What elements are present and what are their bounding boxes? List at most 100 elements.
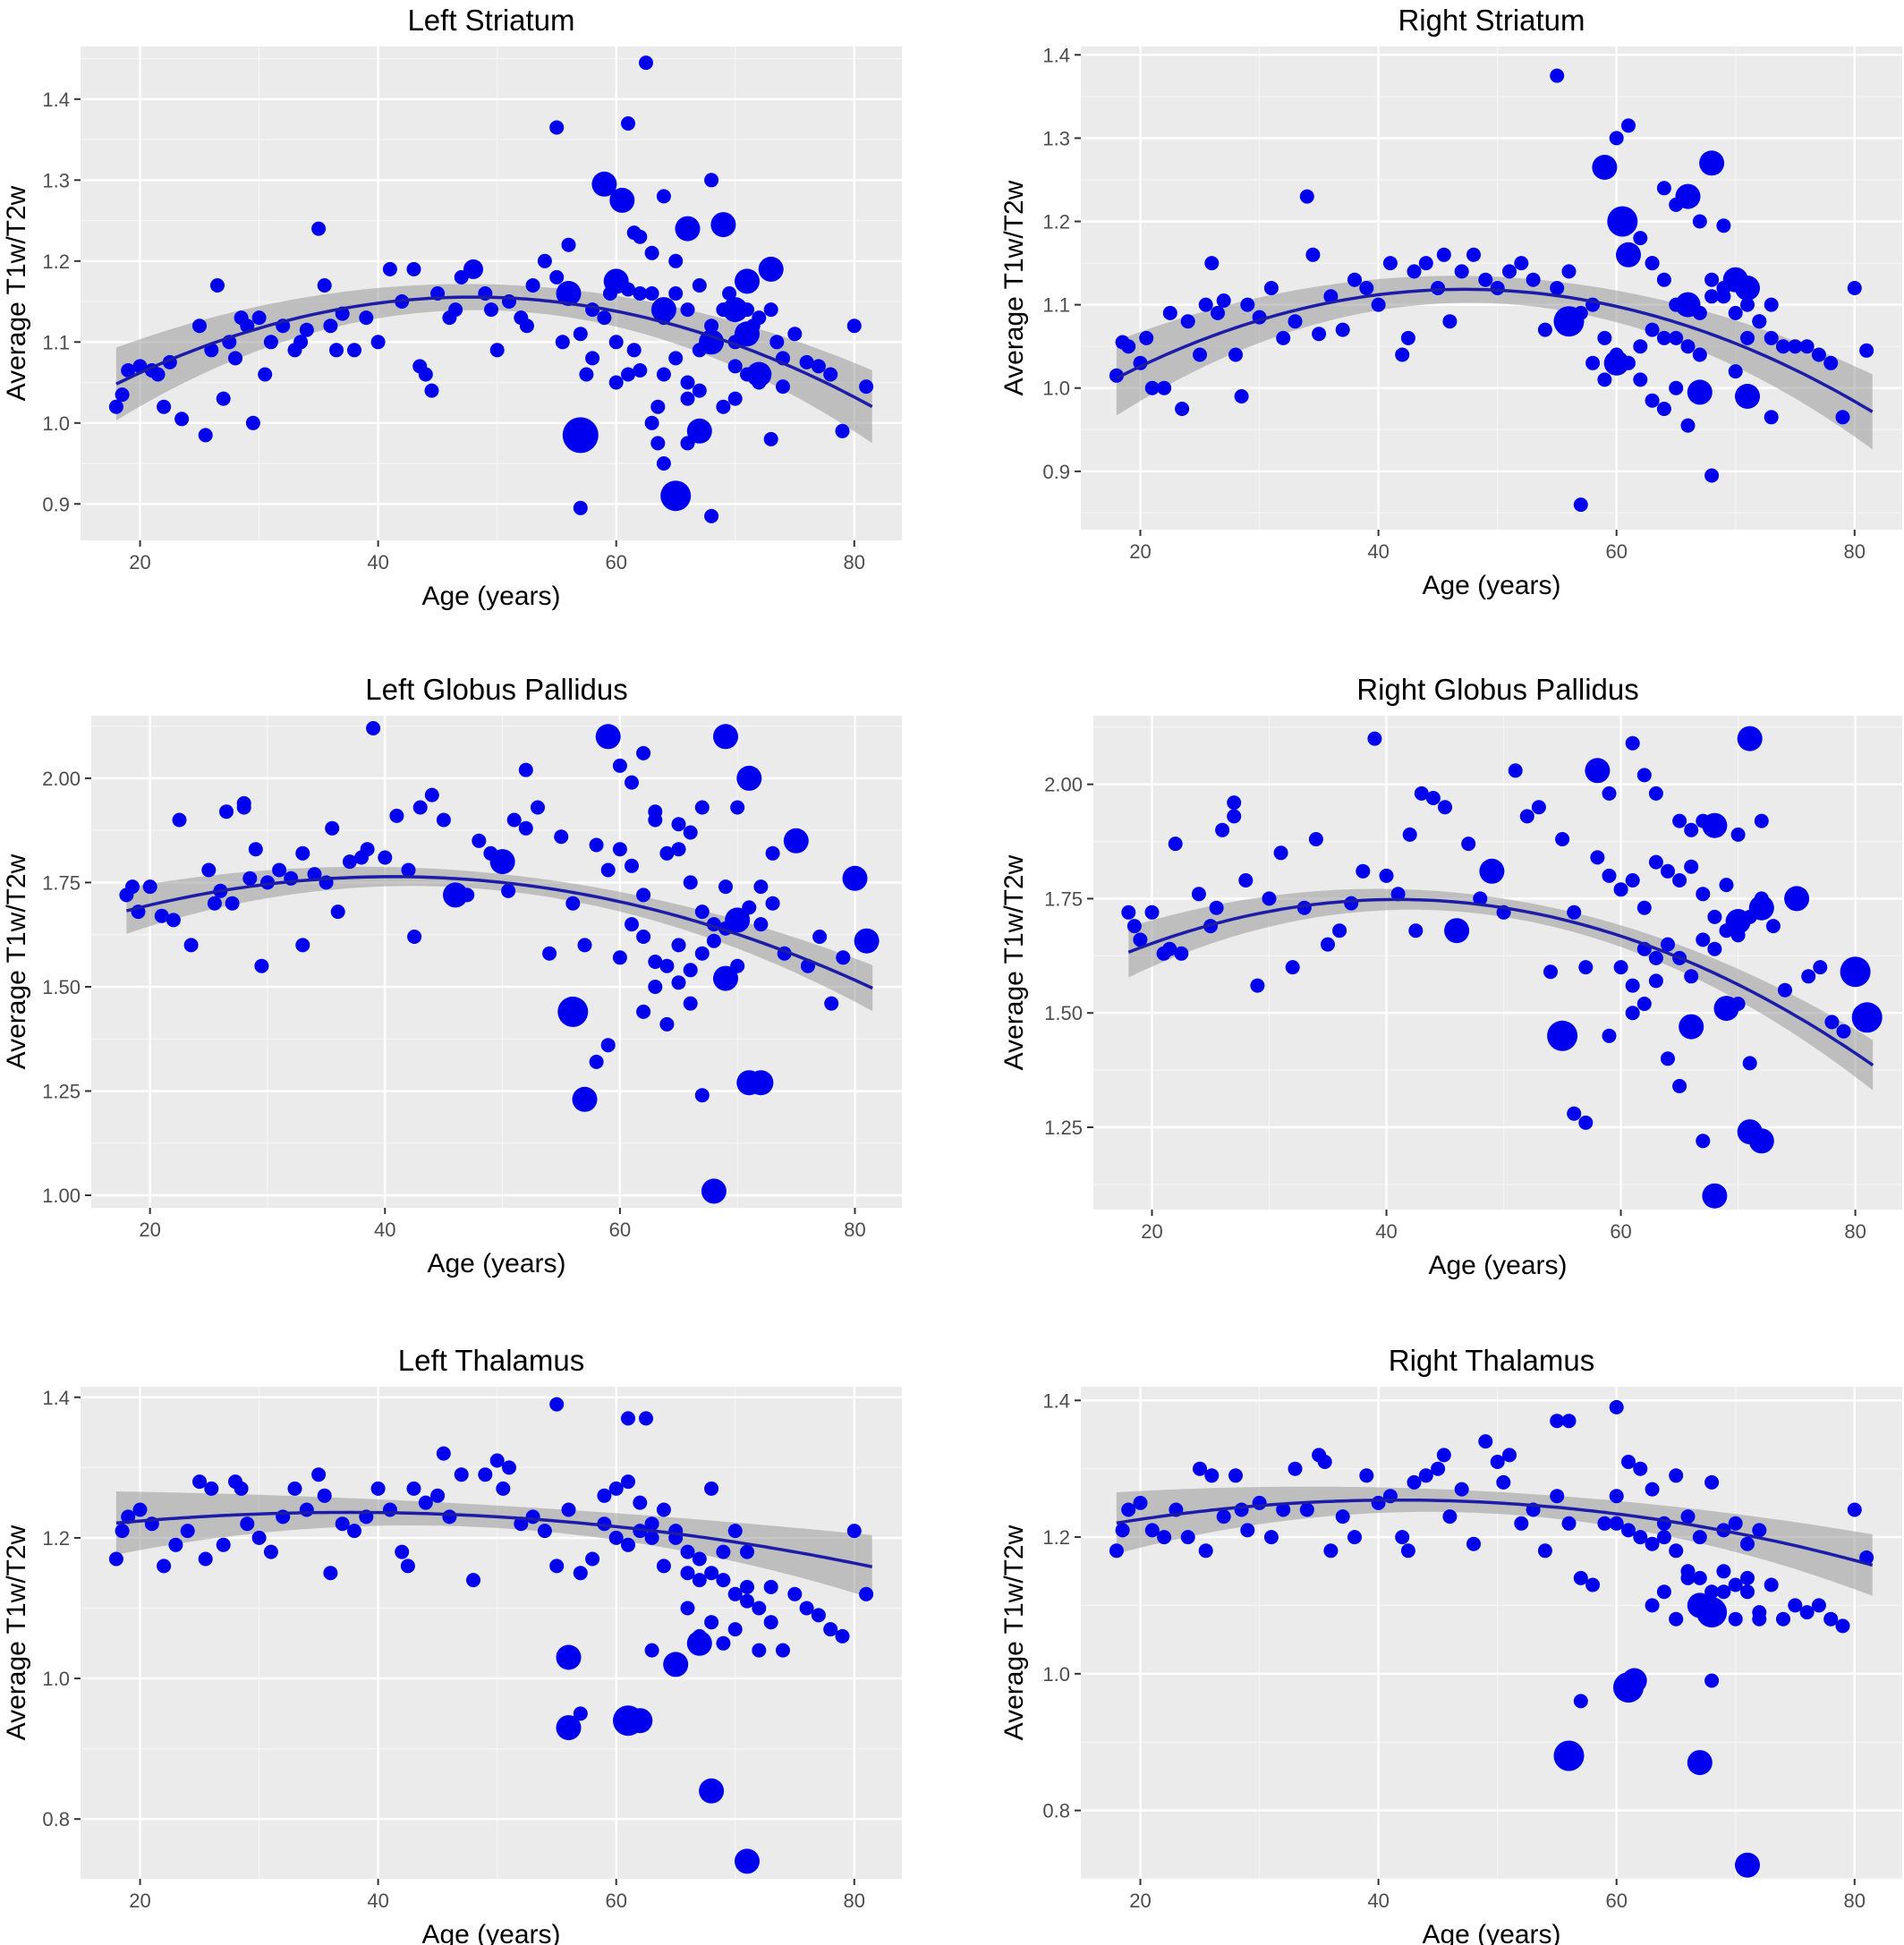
data-point [621, 1537, 635, 1552]
data-point [1648, 950, 1663, 965]
data-point [370, 1481, 386, 1496]
data-point [192, 319, 207, 334]
data-point [730, 800, 745, 815]
data-point [787, 1586, 803, 1601]
x-tick-label: 80 [1844, 540, 1866, 563]
data-point [1836, 1023, 1851, 1039]
data-point [1625, 735, 1640, 751]
data-point [842, 865, 868, 891]
data-point [1162, 305, 1177, 320]
data-point [287, 1481, 302, 1496]
data-point [656, 189, 671, 204]
data-point [636, 1004, 651, 1019]
data-point [704, 1481, 719, 1496]
data-point [1496, 1474, 1511, 1490]
data-point [704, 508, 719, 523]
data-point [1645, 393, 1660, 408]
data-point [1716, 1564, 1731, 1579]
chart-panel-1: 20 40 60 80 0.9 1.0 1.1 1.2 1.3 1.4 Left Striatum A… [2, 4, 902, 611]
data-point [150, 367, 166, 382]
data-point [600, 1038, 616, 1053]
data-point [1778, 982, 1792, 998]
data-point [115, 1524, 130, 1539]
fit-line [115, 295, 873, 409]
data-point [718, 879, 733, 895]
y-tick-label: 1.0 [1042, 1663, 1070, 1686]
data-point [272, 862, 287, 878]
data-point [1811, 1598, 1826, 1613]
data-point [1704, 1474, 1720, 1490]
data-point [1215, 822, 1230, 837]
fit-line [1116, 287, 1874, 413]
y-tick-label: 1.4 [42, 1387, 70, 1409]
y-tick-label: 1.75 [42, 871, 81, 894]
data-point [1180, 314, 1195, 329]
data-point [579, 367, 594, 382]
data-point [1609, 1516, 1624, 1531]
data-point [1204, 1468, 1220, 1483]
data-point [573, 1706, 588, 1721]
data-point [1356, 863, 1371, 879]
data-point [556, 281, 582, 306]
data-point [207, 896, 222, 911]
data-point [650, 297, 676, 323]
data-point [656, 1559, 671, 1574]
data-point [668, 286, 684, 301]
data-point [1478, 1434, 1493, 1449]
data-point [1371, 297, 1386, 312]
data-point [1418, 1468, 1433, 1483]
data-point [1675, 292, 1701, 318]
data-point [835, 1628, 850, 1643]
data-point [1764, 410, 1779, 425]
x-tick-label: 20 [139, 1219, 160, 1241]
data-point [216, 1537, 231, 1552]
data-point [686, 418, 712, 444]
plot-background [1093, 716, 1902, 1210]
data-point [595, 724, 621, 750]
data-point [625, 858, 639, 873]
data-point [478, 1467, 493, 1482]
data-point [577, 938, 592, 953]
data-point [1609, 131, 1624, 146]
data-point [625, 917, 639, 932]
data-point [859, 1586, 874, 1601]
y-tick-label: 0.8 [1042, 1800, 1070, 1822]
x-tick-label: 80 [844, 551, 865, 573]
data-point [329, 343, 344, 358]
data-point [1704, 1673, 1720, 1688]
x-tick-label: 40 [374, 1219, 395, 1241]
y-tick-label: 1.25 [42, 1080, 81, 1102]
data-point [1168, 837, 1183, 852]
data-point [1737, 726, 1763, 752]
data-point [1813, 960, 1828, 975]
data-point [1121, 339, 1136, 354]
data-point [1603, 350, 1629, 376]
data-point [597, 1488, 612, 1503]
data-point [704, 1566, 719, 1581]
data-point [157, 1559, 172, 1574]
data-point [1191, 887, 1206, 902]
data-point [1367, 731, 1382, 746]
data-point [1684, 822, 1699, 837]
y-tick-label: 1.50 [42, 976, 81, 998]
data-point [307, 867, 322, 882]
data-point [644, 415, 659, 430]
data-point [736, 765, 762, 791]
data-point [585, 1551, 600, 1567]
x-tick-label: 20 [1129, 1890, 1151, 1912]
data-point [1193, 1461, 1207, 1476]
data-point [758, 256, 784, 282]
x-tick-label: 80 [1844, 1220, 1866, 1243]
plot-background [81, 1387, 902, 1879]
data-point [680, 375, 695, 390]
y-tick-label: 1.00 [42, 1185, 81, 1207]
data-point [1699, 150, 1725, 176]
y-axis-label: Average T1w/T2w [999, 180, 1029, 395]
data-point [1672, 873, 1687, 888]
data-point [1466, 247, 1481, 262]
data-point [472, 833, 487, 848]
data-point [198, 1551, 213, 1567]
data-point [1288, 1461, 1303, 1476]
data-point [1288, 314, 1303, 329]
data-point [172, 812, 187, 828]
